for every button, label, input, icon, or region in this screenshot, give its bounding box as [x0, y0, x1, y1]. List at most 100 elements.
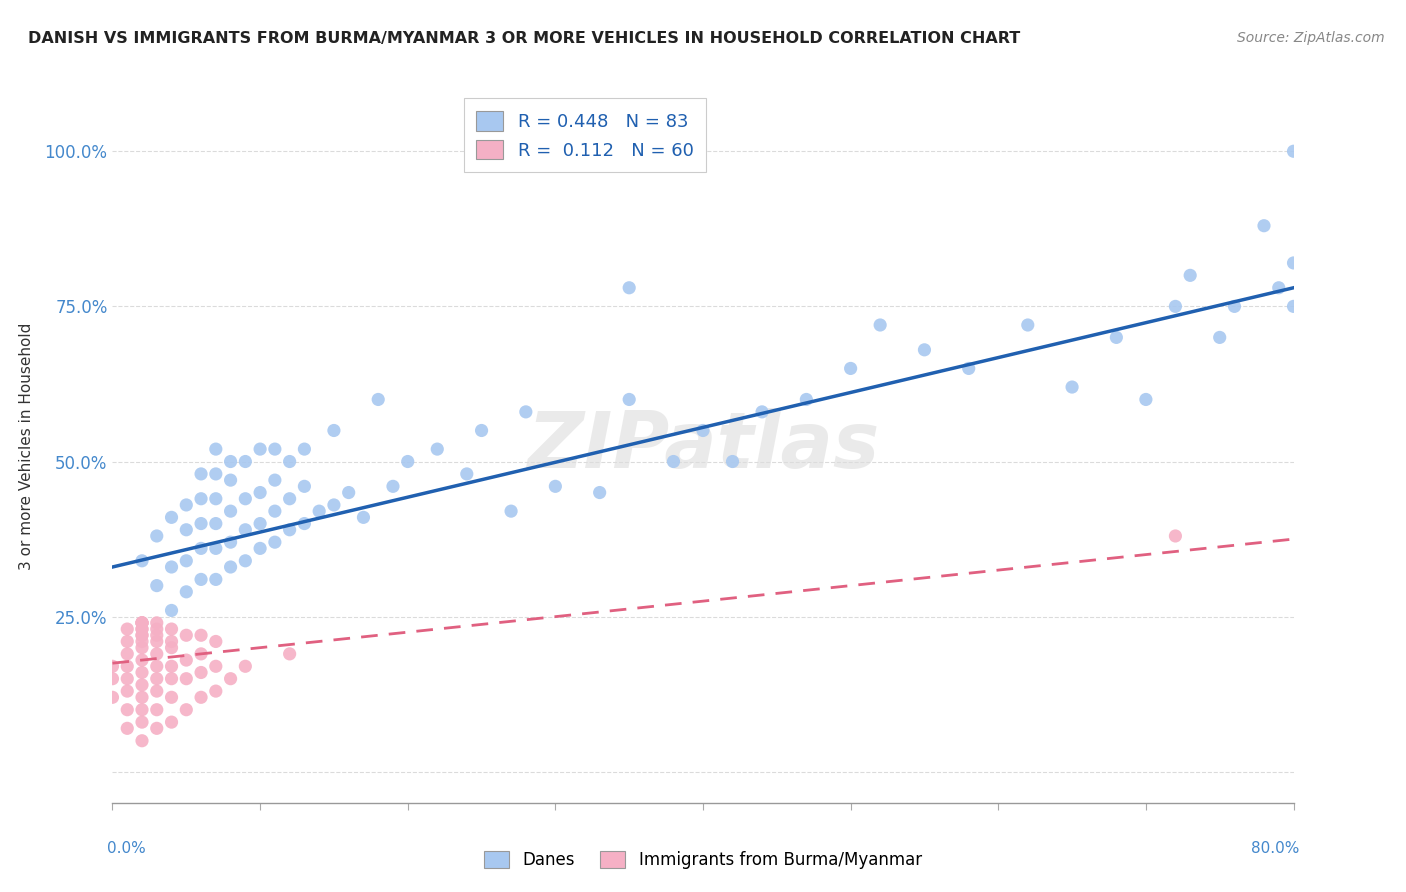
Point: [292, 479, 315, 493]
Point: [160, 510, 183, 524]
Point: [205, 684, 228, 698]
Point: [117, 684, 138, 698]
Point: [190, 628, 212, 642]
Point: [131, 628, 153, 642]
Point: [131, 703, 153, 717]
Point: [174, 554, 197, 568]
Point: [219, 454, 242, 468]
Point: [205, 442, 228, 456]
Point: [190, 516, 212, 531]
Point: [323, 424, 346, 438]
Point: [721, 454, 744, 468]
Point: [117, 722, 138, 736]
Point: [219, 535, 242, 549]
Point: [352, 510, 374, 524]
Point: [839, 361, 862, 376]
Point: [323, 498, 346, 512]
Point: [131, 690, 153, 705]
Point: [1105, 330, 1128, 344]
Point: [190, 541, 212, 556]
Legend: R = 0.448   N = 83, R =  0.112   N = 60: R = 0.448 N = 83, R = 0.112 N = 60: [464, 98, 706, 172]
Point: [160, 659, 183, 673]
Point: [367, 392, 389, 407]
Point: [160, 560, 183, 574]
Point: [957, 361, 980, 376]
Point: [131, 615, 153, 630]
Point: [117, 703, 138, 717]
Point: [249, 442, 271, 456]
Point: [205, 634, 228, 648]
Point: [117, 647, 138, 661]
Point: [174, 628, 197, 642]
Text: 80.0%: 80.0%: [1251, 841, 1299, 855]
Point: [278, 454, 301, 468]
Point: [914, 343, 936, 357]
Point: [264, 473, 287, 487]
Point: [1164, 529, 1187, 543]
Point: [146, 684, 169, 698]
Point: [1282, 299, 1305, 313]
Point: [146, 672, 169, 686]
Point: [205, 516, 228, 531]
Point: [146, 529, 169, 543]
Point: [131, 622, 153, 636]
Point: [278, 491, 301, 506]
Point: [796, 392, 818, 407]
Point: [117, 622, 138, 636]
Point: [146, 579, 169, 593]
Point: [131, 628, 153, 642]
Point: [308, 504, 330, 518]
Text: DANISH VS IMMIGRANTS FROM BURMA/MYANMAR 3 OR MORE VEHICLES IN HOUSEHOLD CORRELAT: DANISH VS IMMIGRANTS FROM BURMA/MYANMAR …: [28, 31, 1021, 46]
Point: [382, 479, 405, 493]
Point: [131, 665, 153, 680]
Point: [1178, 268, 1201, 283]
Point: [174, 584, 197, 599]
Legend: Danes, Immigrants from Burma/Myanmar: Danes, Immigrants from Burma/Myanmar: [474, 841, 932, 880]
Point: [117, 634, 138, 648]
Point: [190, 573, 212, 587]
Point: [101, 690, 124, 705]
Point: [337, 485, 360, 500]
Point: [426, 442, 449, 456]
Point: [174, 498, 197, 512]
Point: [278, 523, 301, 537]
Point: [146, 659, 169, 673]
Point: [619, 281, 641, 295]
Point: [131, 554, 153, 568]
Point: [1208, 330, 1232, 344]
Point: [101, 659, 124, 673]
Point: [146, 628, 169, 642]
Point: [292, 442, 315, 456]
Point: [1135, 392, 1157, 407]
Point: [205, 659, 228, 673]
Point: [174, 653, 197, 667]
Point: [233, 523, 256, 537]
Point: [146, 634, 169, 648]
Point: [515, 405, 537, 419]
Point: [869, 318, 891, 332]
Point: [146, 615, 169, 630]
Point: [117, 672, 138, 686]
Point: [264, 442, 287, 456]
Point: [131, 634, 153, 648]
Point: [219, 473, 242, 487]
Point: [692, 424, 714, 438]
Point: [249, 516, 271, 531]
Point: [1062, 380, 1084, 394]
Point: [146, 647, 169, 661]
Point: [146, 622, 169, 636]
Point: [233, 659, 256, 673]
Point: [219, 504, 242, 518]
Point: [131, 622, 153, 636]
Point: [292, 516, 315, 531]
Point: [131, 615, 153, 630]
Point: [278, 647, 301, 661]
Point: [131, 733, 153, 747]
Point: [131, 678, 153, 692]
Point: [1268, 281, 1291, 295]
Text: ZIPatlas: ZIPatlas: [527, 408, 879, 484]
Point: [160, 715, 183, 730]
Point: [1017, 318, 1039, 332]
Point: [205, 573, 228, 587]
Point: [233, 454, 256, 468]
